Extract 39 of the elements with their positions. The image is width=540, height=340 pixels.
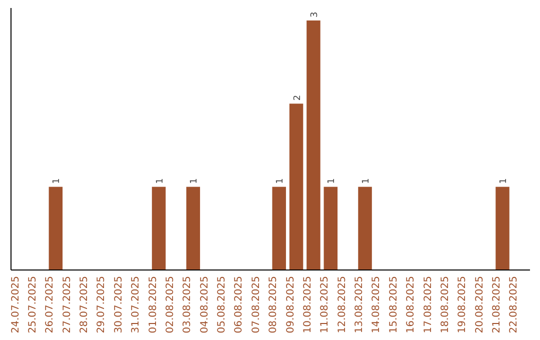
- x-tick-label: 21.08.2025: [492, 276, 503, 334]
- x-tick-label: 01.08.2025: [148, 276, 159, 334]
- x-tick-label: 12.08.2025: [336, 276, 348, 334]
- x-tick-label: 11.08.2025: [320, 276, 331, 334]
- x-tick-label: 03.08.2025: [182, 276, 194, 334]
- x-tick-label: 25.07.2025: [27, 276, 38, 334]
- x-tick-label: 17.08.2025: [422, 276, 434, 334]
- x-tick-label: 08.08.2025: [268, 276, 280, 334]
- x-tick-label: 22.08.2025: [508, 276, 520, 334]
- x-tick-label: 04.08.2025: [199, 276, 210, 334]
- data-label: 1: [362, 178, 372, 184]
- data-label: 1: [327, 178, 338, 184]
- data-label: 3: [310, 12, 320, 18]
- x-tick-label: 19.08.2025: [457, 276, 468, 334]
- x-tick-label: 24.07.2025: [10, 276, 22, 334]
- x-tick-label: 28.07.2025: [79, 276, 90, 334]
- x-tick-label: 16.08.2025: [406, 276, 417, 334]
- x-tick-label: 27.07.2025: [62, 276, 73, 334]
- x-tick-label: 30.07.2025: [113, 276, 124, 334]
- x-tick-label: 06.08.2025: [234, 276, 245, 334]
- x-tick-label: 29.07.2025: [96, 276, 108, 334]
- x-tick-label: 15.08.2025: [388, 276, 400, 334]
- data-label: 1: [499, 178, 510, 184]
- data-label: 1: [155, 178, 166, 184]
- data-label: 2: [292, 94, 303, 101]
- x-tick-label: 20.08.2025: [474, 276, 486, 334]
- x-tick-label: 02.08.2025: [164, 276, 176, 334]
- x-tick-label: 14.08.2025: [371, 276, 382, 334]
- data-label: 1: [52, 178, 62, 184]
- x-tick-label: 13.08.2025: [354, 276, 366, 334]
- x-tick-label: 31.07.2025: [130, 276, 142, 334]
- data-label: 1: [190, 178, 200, 184]
- x-tick-label: 09.08.2025: [285, 276, 296, 334]
- x-tick-label: 07.08.2025: [250, 276, 262, 334]
- x-tick-label: 18.08.2025: [440, 276, 451, 334]
- x-tick-label: 10.08.2025: [302, 276, 314, 334]
- x-tick-label: 05.08.2025: [216, 276, 228, 334]
- x-tick-label: 26.07.2025: [44, 276, 56, 334]
- data-label: 1: [276, 178, 286, 184]
